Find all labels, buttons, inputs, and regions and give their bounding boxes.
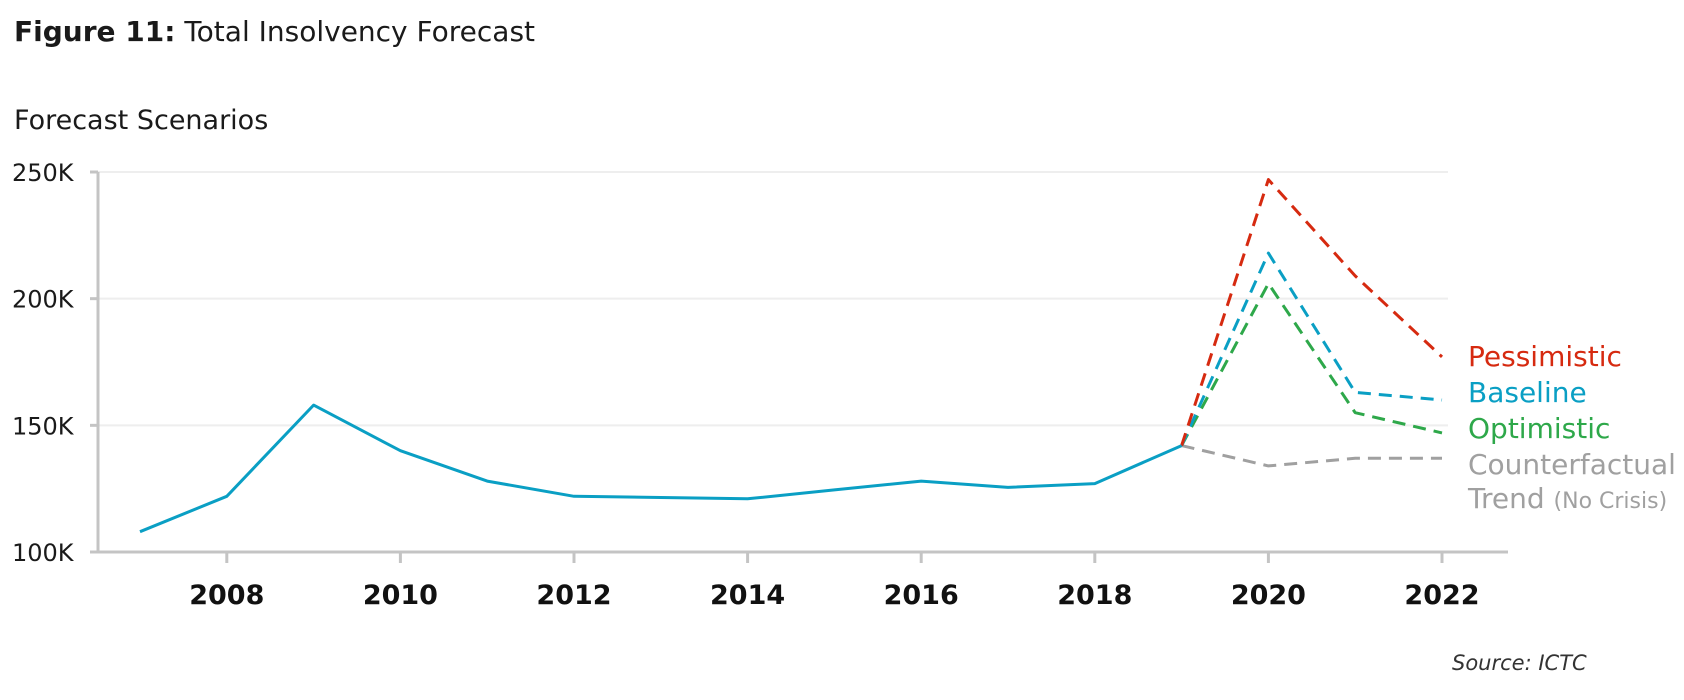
x-tick-label: 2020: [1231, 580, 1306, 611]
series-line-optimistic: [1180, 282, 1443, 447]
x-tick-label: 2014: [710, 580, 785, 611]
x-tick-label: 2012: [536, 580, 611, 611]
source-note: Source: ICTC: [1452, 651, 1587, 675]
series-line-pessimistic: [1180, 178, 1444, 447]
x-tick-label: 2016: [884, 580, 959, 611]
figure-label: Figure 11:: [14, 15, 176, 48]
figure-title: Figure 11: Total Insolvency Forecast: [14, 14, 535, 50]
series-label-counterfactual-trend-cont: Trend (No Crisis): [1467, 482, 1667, 515]
series-label-note: (No Crisis): [1554, 489, 1668, 514]
series-line-historical: [139, 403, 1183, 534]
x-tick-label: 2010: [363, 580, 438, 611]
chart-subtitle: Forecast Scenarios: [14, 105, 269, 136]
series-label-baseline: Baseline: [1468, 376, 1587, 409]
series-line-counterfactual-trend: [1181, 444, 1442, 468]
y-tick-label: 100K: [12, 539, 75, 567]
y-tick-label: 150K: [12, 412, 75, 440]
series-label-counterfactual-trend: Counterfactual: [1468, 448, 1676, 481]
x-tick-label: 2022: [1404, 580, 1479, 611]
x-tick-label: 2018: [1057, 580, 1132, 611]
x-tick-label: 2008: [189, 580, 264, 611]
series-line-baseline: [1180, 251, 1443, 447]
y-tick-label: 250K: [12, 159, 75, 187]
series-label-optimistic: Optimistic: [1468, 412, 1610, 445]
series-label-pessimistic: Pessimistic: [1468, 340, 1622, 373]
y-tick-label: 200K: [12, 286, 75, 314]
figure-title-text: Total Insolvency Forecast: [184, 15, 536, 48]
